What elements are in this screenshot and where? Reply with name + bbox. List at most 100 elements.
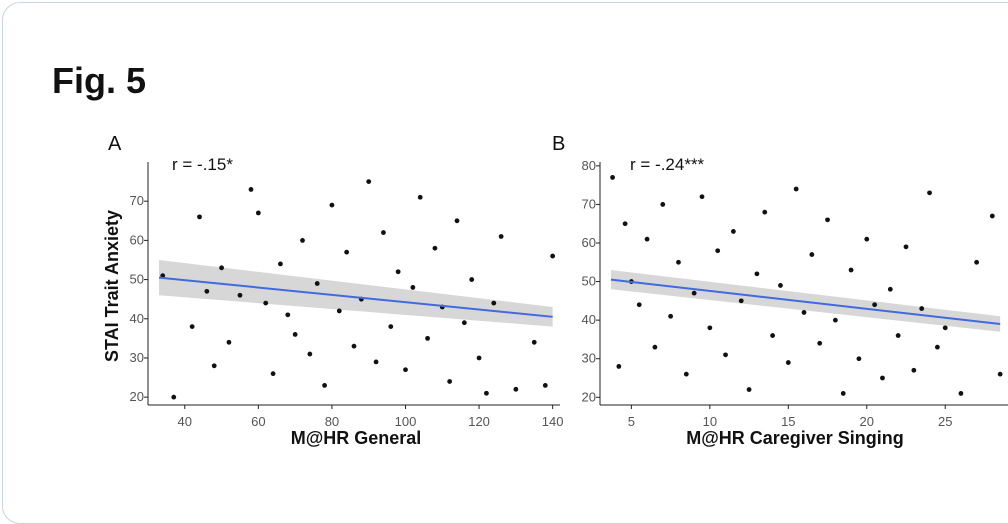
panel-a-data-point — [425, 335, 430, 341]
panel-a-y-axis-title: STAI Trait Anxiety — [102, 210, 122, 362]
panel-b-data-point — [778, 283, 783, 288]
panel-a-y-tick-label: 20 — [130, 389, 144, 404]
panel-b-data-point — [997, 371, 1003, 377]
panel-b-data-point — [616, 364, 622, 369]
panel-b-data-point — [895, 333, 901, 338]
panel-b-data-point — [683, 371, 689, 377]
panel-a-data-point — [447, 379, 453, 384]
panel-a-data-point — [513, 386, 519, 392]
panel-a-y-tick-label: 60 — [130, 232, 144, 247]
panel-a-data-point — [484, 390, 489, 396]
panel-b-x-tick-label: 5 — [628, 414, 635, 429]
panel-a-data-point — [432, 245, 438, 251]
panel-b-y-tick-label: 60 — [582, 235, 596, 250]
panel-a-data-point — [531, 339, 537, 345]
panel-b-data-point — [793, 186, 799, 192]
panel-a-data-point — [219, 265, 224, 271]
panel-b-data-point — [676, 259, 681, 265]
panel-b-data-point — [848, 267, 854, 273]
panel-a-data-point — [300, 237, 305, 243]
figure-title: Fig. 5 — [52, 60, 147, 101]
panel-a-data-point — [329, 202, 335, 208]
panel-b-y-tick-label: 80 — [582, 158, 596, 173]
panel-a-data-point — [160, 273, 166, 279]
panel-a-data-point — [491, 300, 497, 306]
panel-a-data-point — [351, 343, 357, 349]
panel-a-data-point — [278, 261, 283, 267]
panel-a-data-point — [498, 234, 504, 239]
panel-a-data-point — [395, 269, 401, 275]
panel-b-data-point — [754, 271, 760, 277]
panel-a-data-point — [388, 324, 394, 330]
panel-b-data-point — [887, 286, 893, 292]
panel-b-data-point — [715, 248, 721, 254]
panel-b-regression-line — [610, 278, 1001, 325]
panel-a-data-point — [263, 300, 269, 306]
panel-a-x-tick-label: 120 — [468, 414, 490, 429]
figure-charts: A r = -.15* M@HR General STAI Trait Anxi… — [102, 133, 1008, 448]
panel-a-letter: A — [108, 133, 122, 155]
panel-a-data-point — [469, 277, 475, 282]
panel-b-data-point — [699, 194, 705, 200]
panel-b-x-tick-label: 25 — [938, 414, 952, 429]
panel-a-data-point — [255, 210, 261, 216]
panel-a: A r = -.15* M@HR General STAI Trait Anxi… — [102, 133, 563, 448]
panel-a-data-point — [189, 324, 195, 330]
panel-b-data-point — [840, 391, 846, 396]
panel-a-data-point — [237, 292, 243, 298]
panel-b-y-tick-label: 20 — [582, 389, 596, 404]
panel-b-data-point — [723, 352, 728, 358]
panel-a-data-point — [285, 312, 291, 318]
panel-b-data-point — [762, 209, 768, 215]
panel-a-regression-line — [158, 276, 553, 318]
panel-a-y-tick-label: 30 — [130, 350, 144, 365]
panel-a-data-point — [454, 218, 460, 224]
panel-b-data-point — [746, 387, 752, 392]
panel-b-data-point — [934, 344, 940, 350]
panel-a-data-point — [417, 194, 423, 200]
panel-a-correlation: r = -.15* — [172, 155, 233, 174]
panel-b-correlation: r = -.24*** — [630, 155, 705, 174]
panel-a-data-point — [410, 285, 416, 290]
panel-b-data-point — [785, 360, 791, 365]
panel-b-data-point — [809, 252, 815, 257]
panel-b-data-point — [644, 236, 650, 242]
panel-a-y-tick-label: 50 — [130, 272, 144, 287]
panel-a-data-point — [204, 288, 210, 294]
panel-b-letter: B — [552, 133, 565, 155]
panel-b-data-point — [622, 221, 628, 227]
panel-b-data-point — [817, 340, 823, 346]
panel-b: B r = -.24*** M@HR Caregiver Singing 20 3… — [552, 133, 1008, 448]
panel-b-data-point — [880, 375, 885, 381]
panel-a-confidence-band — [159, 259, 553, 327]
panel-b-data-point — [707, 325, 713, 331]
panel-a-data-point — [373, 359, 379, 365]
panel-b-data-point — [903, 244, 909, 250]
panel-b-data-point — [942, 325, 948, 331]
panel-a-data-point — [211, 363, 217, 369]
panel-b-data-point — [801, 310, 807, 315]
panel-a-data-point — [381, 230, 386, 235]
panel-a-data-point — [226, 339, 232, 345]
panel-a-data-point — [403, 367, 408, 373]
panel-a-data-point — [314, 281, 320, 286]
panel-b-y-tick-label: 40 — [582, 312, 596, 327]
panel-b-data-point — [730, 229, 736, 234]
panel-b-data-point — [660, 202, 666, 207]
panel-a-data-point — [292, 332, 298, 337]
panel-b-data-point — [864, 236, 870, 242]
panel-a-x-tick-label: 40 — [178, 414, 192, 429]
panel-b-data-point — [738, 298, 744, 304]
panel-b-y-tick-label: 70 — [582, 196, 596, 211]
panel-a-data-point — [322, 383, 327, 388]
panel-b-data-point — [872, 302, 878, 308]
panel-b-data-point — [652, 344, 658, 350]
panel-a-data-point — [461, 320, 467, 326]
panel-b-x-tick-label: 20 — [860, 414, 874, 429]
panel-b-data-point — [958, 391, 964, 396]
panel-a-data-point — [336, 308, 342, 314]
panel-a-data-point — [344, 249, 350, 255]
panel-a-data-point — [171, 394, 177, 400]
panel-b-y-tick-label: 50 — [582, 274, 596, 289]
panel-a-y-tick-label: 70 — [130, 193, 144, 208]
